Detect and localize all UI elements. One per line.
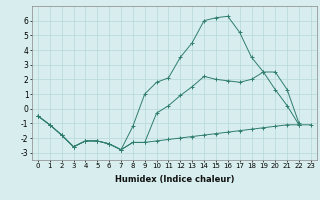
X-axis label: Humidex (Indice chaleur): Humidex (Indice chaleur) [115, 175, 234, 184]
